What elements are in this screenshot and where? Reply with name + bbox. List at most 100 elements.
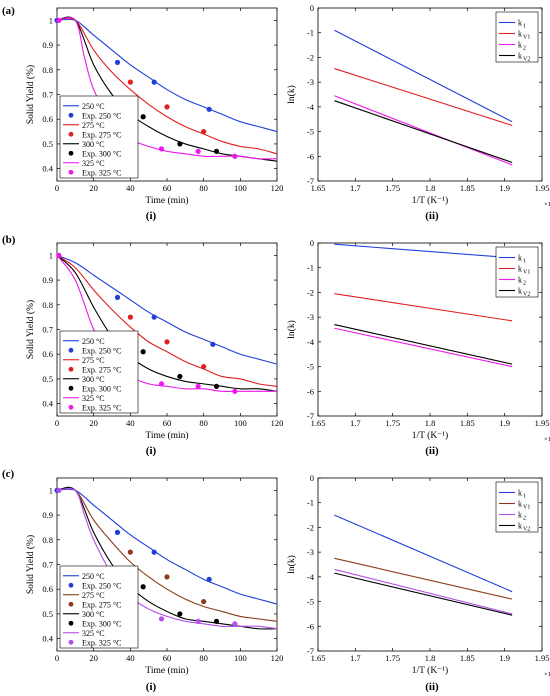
panel-label-b: (b): [2, 234, 16, 246]
y-tick-label: 0.5: [42, 374, 53, 384]
x-tick-label: 1.9: [499, 183, 510, 193]
legend-entry-subscript: 2: [523, 281, 526, 287]
legend-entry-subscript: V2: [523, 57, 530, 63]
legend-entry-subscript: V1: [523, 270, 530, 276]
x-tick-label: 1.7: [350, 183, 361, 193]
series-line: [334, 243, 513, 259]
x-tick-label: 1.7: [350, 418, 361, 428]
sub-panel-label: (ii): [425, 681, 439, 693]
y-axis-label: Solid Yield (%): [25, 65, 36, 124]
data-point: [56, 17, 62, 23]
data-point: [206, 106, 212, 112]
x-tick-label: 120: [271, 183, 284, 193]
x-axis-label: Time (min): [145, 665, 188, 676]
x-tick-label: 60: [163, 183, 172, 193]
y-axis-label: Solid Yield (%): [25, 300, 36, 359]
y-tick-label: -2: [307, 287, 314, 297]
x-tick-label: 1.9: [499, 653, 510, 663]
legend-entry: k: [518, 52, 522, 61]
data-point: [232, 388, 238, 394]
x-tick-label: 20: [89, 653, 98, 663]
series-line: [56, 255, 277, 393]
y-axis-label: Solid Yield (%): [25, 535, 36, 594]
y-tick-label: 0.6: [42, 114, 53, 124]
y-tick-label: 0.9: [42, 510, 53, 520]
legend-entry: 275 °C: [82, 121, 105, 130]
chart-3: 1.65 1.7 1.75 1.8 1.85 1.9 1.95 0 -1 -2 -3 -4 -5 -6 -7…: [286, 238, 550, 457]
data-point: [201, 598, 207, 605]
x-tick-label: 0: [55, 653, 59, 663]
series-line: [334, 29, 513, 123]
y-tick-label: 0.4: [42, 634, 53, 644]
chart-2: 0 20 40 60 80 100 120 0.4 0.5 0.6 0.7 0.8 0.9 1 Time (…: [25, 242, 283, 457]
series-line: [56, 254, 278, 387]
x-tick-label: 100: [234, 183, 247, 193]
x-tick-label: 1.8: [425, 653, 436, 663]
x-tick-label: 1.65: [311, 653, 326, 663]
data-point: [177, 373, 183, 380]
x-tick-label: 1.95: [535, 183, 550, 193]
x-tick-label: 1.75: [385, 653, 400, 663]
y-tick-label: 0.8: [42, 300, 53, 310]
y-tick-label: 1: [49, 15, 53, 25]
legend-entry: k: [518, 30, 522, 39]
data-point: [164, 104, 170, 110]
chart-4: 0 20 40 60 80 100 120 0.4 0.5 0.6 0.7 0.8 0.9 1 Time (…: [25, 477, 284, 693]
data-point: [213, 148, 220, 154]
data-point: [127, 314, 133, 320]
legend-entry-subscript: V1: [523, 505, 530, 511]
x-tick-label: 1.85: [460, 418, 475, 428]
legend-entry: k: [518, 254, 522, 263]
x-tick-label: 40: [126, 418, 135, 428]
legend-entry: Exp. 300 °C: [82, 619, 121, 628]
sub-panel-label: (i): [146, 445, 157, 457]
y-tick-label: 0.7: [42, 325, 53, 335]
y-tick-label: -4: [307, 337, 315, 347]
series-line: [334, 327, 513, 368]
data-point: [177, 141, 183, 147]
x-tick-label: 1.75: [385, 418, 400, 428]
legend-entry-subscript: V1: [523, 35, 530, 41]
legend-marker: [68, 620, 74, 626]
data-point: [151, 79, 157, 85]
legend-box: [495, 481, 539, 533]
data-point: [158, 146, 165, 152]
legend-entry: Exp. 250 °C: [82, 346, 121, 355]
data-point: [195, 618, 201, 624]
legend-entry: Exp. 325 °C: [82, 638, 121, 647]
legend-entry: Exp. 325 °C: [82, 168, 121, 177]
x-tick-label: 40: [126, 183, 135, 193]
legend-entry: Exp. 325 °C: [82, 403, 121, 412]
legend-entry: Exp. 250 °C: [82, 581, 121, 590]
legend-entry: k: [518, 276, 522, 285]
legend-marker: [68, 385, 74, 391]
legend-entry: k: [518, 500, 522, 509]
x-tick-label: 120: [271, 653, 284, 663]
data-point: [151, 549, 157, 555]
y-tick-label: 0: [310, 473, 314, 483]
legend: k 1k V1k 2k V2: [495, 246, 539, 298]
legend-marker: [68, 112, 74, 118]
data-point: [177, 611, 183, 617]
legend-entry: 250 °C: [82, 337, 105, 346]
legend-marker: [68, 169, 74, 175]
legend-entry: Exp. 300 °C: [82, 149, 121, 158]
y-tick-label: 0: [310, 3, 314, 13]
data-point: [195, 383, 201, 389]
data-point: [56, 487, 62, 493]
series-line: [56, 17, 278, 155]
y-tick-label: 0.4: [42, 164, 53, 174]
y-tick-label: 0.9: [42, 40, 53, 50]
legend-entry: 325 °C: [82, 629, 105, 638]
y-tick-label: -5: [307, 597, 314, 607]
data-point: [213, 618, 220, 624]
legend-entry: 300 °C: [82, 375, 105, 384]
data-point: [164, 339, 170, 345]
legend-marker: [68, 601, 74, 607]
series-line: [334, 100, 513, 163]
series-line: [334, 568, 513, 615]
legend-entry: k: [518, 265, 522, 274]
legend: k 1k V1k 2k V2: [495, 11, 539, 63]
